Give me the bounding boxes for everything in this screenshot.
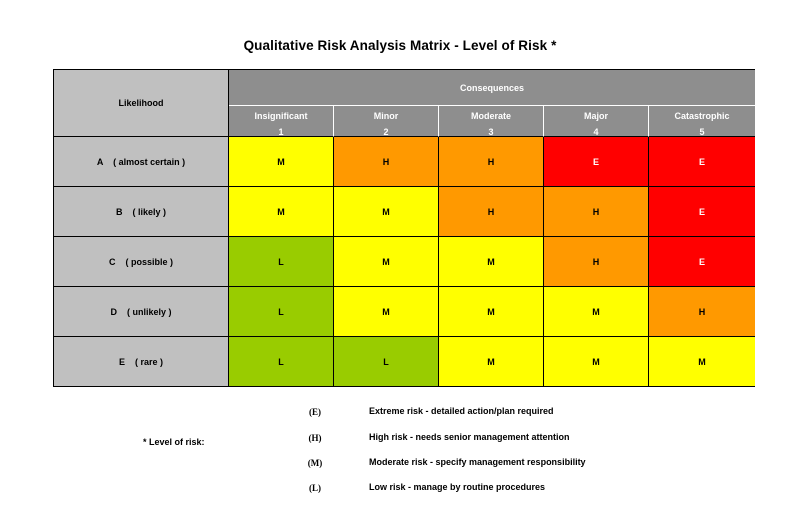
row-label-c: C ( possible ) [54, 237, 229, 287]
column-number: 4 [593, 127, 599, 137]
risk-cell: H [439, 137, 544, 187]
risk-cell: E [649, 137, 755, 187]
risk-cell: L [229, 337, 334, 386]
risk-cell: L [229, 237, 334, 287]
legend-description: Extreme risk - detailed action/plan requ… [369, 406, 554, 416]
column-number: 5 [699, 127, 705, 137]
risk-cell: M [334, 237, 439, 287]
column-number: 3 [488, 127, 494, 137]
likelihood-header: Likelihood [54, 70, 229, 137]
row-label-e: E ( rare ) [54, 337, 229, 386]
legend-code: (H) [308, 433, 322, 443]
column-header-catastrophic: Catastrophic 5 [649, 106, 755, 137]
risk-cell: H [544, 187, 649, 237]
row-label-d: D ( unlikely ) [54, 287, 229, 337]
column-header-major: Major 4 [544, 106, 649, 137]
legend-label: * Level of risk: [143, 437, 205, 447]
risk-cell: H [334, 137, 439, 187]
row-label-b: B ( likely ) [54, 187, 229, 237]
risk-cell: L [334, 337, 439, 386]
legend-code: (M) [307, 458, 323, 468]
column-header-insignificant: Insignificant 1 [229, 106, 334, 137]
risk-matrix-table: Likelihood Consequences Insignificant 1 … [53, 69, 755, 387]
risk-cell: M [649, 337, 755, 386]
column-number: 1 [278, 127, 284, 137]
risk-cell: M [334, 287, 439, 337]
risk-cell: H [544, 237, 649, 287]
risk-cell: M [334, 187, 439, 237]
risk-cell: E [544, 137, 649, 187]
risk-cell: M [439, 337, 544, 386]
column-header-moderate: Moderate 3 [439, 106, 544, 137]
legend-description: Low risk - manage by routine procedures [369, 482, 546, 492]
legend-code: (E) [309, 407, 321, 417]
legend-code: (L) [309, 483, 321, 493]
column-name: Moderate [470, 111, 511, 121]
risk-cell: M [544, 337, 649, 386]
page-title: Qualitative Risk Analysis Matrix - Level… [243, 38, 557, 53]
risk-cell: M [229, 137, 334, 187]
consequences-header: Consequences [229, 70, 755, 106]
legend-description: High risk - needs senior management atte… [369, 432, 570, 442]
risk-cell: M [439, 237, 544, 287]
column-name: Minor [373, 111, 399, 121]
column-name: Major [583, 111, 608, 121]
risk-cell: H [439, 187, 544, 237]
risk-cell: H [649, 287, 755, 337]
risk-cell: M [229, 187, 334, 237]
row-label-a: A ( almost certain ) [54, 137, 229, 187]
column-header-minor: Minor 2 [334, 106, 439, 137]
risk-cell: L [229, 287, 334, 337]
column-name: Catastrophic [674, 111, 730, 121]
risk-cell: E [649, 187, 755, 237]
legend-description: Moderate risk - specify management respo… [369, 457, 586, 467]
column-name: Insignificant [254, 111, 308, 121]
column-number: 2 [383, 127, 389, 137]
risk-cell: M [544, 287, 649, 337]
risk-cell: E [649, 237, 755, 287]
risk-cell: M [439, 287, 544, 337]
